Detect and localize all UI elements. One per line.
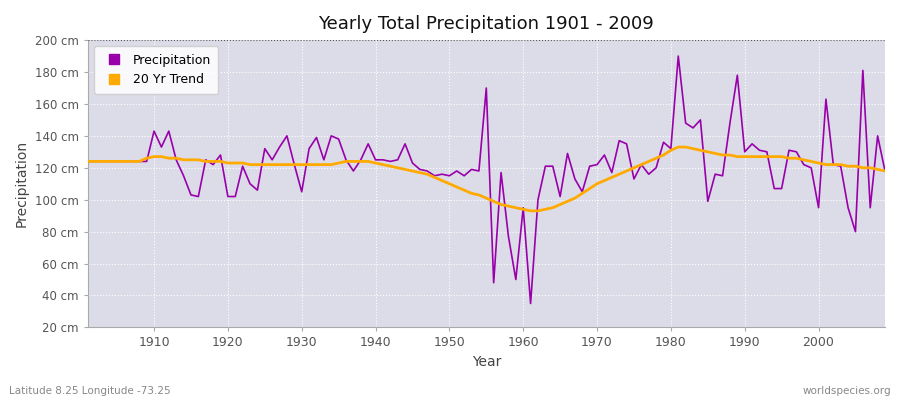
X-axis label: Year: Year bbox=[472, 355, 501, 369]
Text: worldspecies.org: worldspecies.org bbox=[803, 386, 891, 396]
Text: Latitude 8.25 Longitude -73.25: Latitude 8.25 Longitude -73.25 bbox=[9, 386, 171, 396]
Title: Yearly Total Precipitation 1901 - 2009: Yearly Total Precipitation 1901 - 2009 bbox=[319, 15, 654, 33]
Legend: Precipitation, 20 Yr Trend: Precipitation, 20 Yr Trend bbox=[94, 46, 219, 94]
Y-axis label: Precipitation: Precipitation bbox=[15, 140, 29, 227]
